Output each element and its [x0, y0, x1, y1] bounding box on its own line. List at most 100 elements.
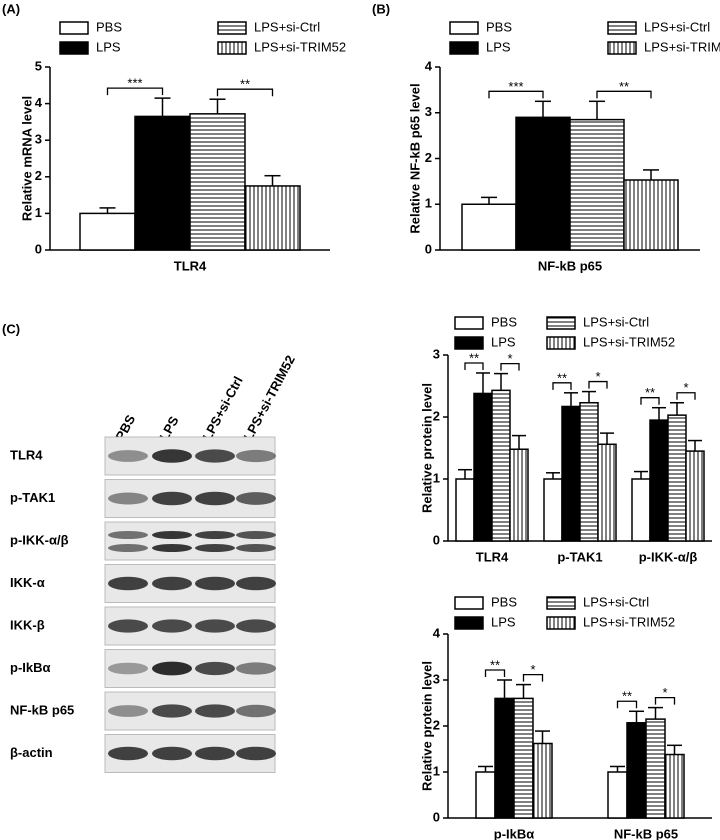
y-tick-label: 0 — [433, 532, 440, 547]
significance-bracket — [522, 673, 544, 682]
blot-band — [195, 576, 235, 591]
bar — [79, 212, 136, 251]
error-bar — [535, 730, 550, 744]
blot-band — [152, 661, 192, 676]
legend-swatch — [546, 316, 576, 330]
blot-panel — [104, 521, 276, 561]
bar — [473, 392, 493, 542]
legend-label: LPS — [491, 334, 516, 349]
blot-band — [236, 704, 276, 718]
significance-label: ** — [469, 350, 479, 365]
blot-band — [195, 544, 235, 552]
error-bar — [643, 169, 659, 181]
y-axis-label: Relative protein level — [419, 383, 434, 513]
blot-band — [236, 619, 276, 633]
error-bar — [497, 679, 512, 699]
panel-label: (A) — [2, 1, 20, 16]
blot-row-label: p-IkBα — [10, 660, 51, 675]
bar — [645, 718, 666, 819]
blot-row-label: IKK-α — [10, 575, 45, 590]
blot-band — [195, 704, 235, 718]
bar — [509, 448, 529, 542]
x-tick-label: TLR4 — [174, 258, 207, 273]
bar — [475, 771, 496, 819]
lane-label: LPS+si-TRIM52 — [240, 353, 298, 443]
legend-label: PBS — [491, 314, 517, 329]
error-bar — [516, 683, 531, 699]
legend-swatch — [454, 316, 484, 330]
error-bar — [476, 372, 490, 394]
x-tick-label: p-IkBα — [494, 826, 535, 840]
legend-label: LPS — [486, 39, 511, 54]
legend-label: LPS+si-TRIM52 — [583, 334, 675, 349]
error-bar — [99, 207, 116, 214]
legend-label: LPS — [96, 39, 121, 54]
legend-swatch — [59, 41, 89, 55]
legend-swatch — [546, 616, 576, 630]
y-tick-label: 4 — [433, 625, 441, 640]
blot-band — [152, 746, 192, 761]
blot-band — [236, 746, 276, 761]
bar — [685, 450, 705, 542]
blot-band — [108, 544, 148, 552]
error-bar — [629, 710, 644, 723]
significance-label: * — [683, 380, 688, 395]
bar — [667, 414, 687, 542]
bar — [597, 443, 617, 542]
significance-label: ** — [645, 385, 655, 400]
legend-label: LPS — [491, 614, 516, 629]
y-tick-label: 5 — [35, 58, 42, 73]
error-bar — [458, 468, 472, 479]
significance-label: * — [662, 685, 667, 700]
significance-label: *** — [508, 79, 523, 94]
blot-row-label: β-actin — [10, 745, 53, 760]
error-bar — [481, 196, 497, 205]
legend-swatch — [546, 596, 576, 610]
significance-bracket — [500, 362, 520, 371]
y-tick-label: 3 — [433, 671, 440, 686]
error-bar — [478, 765, 493, 772]
blot-band — [152, 619, 192, 633]
y-tick-label: 0 — [425, 241, 432, 256]
y-tick-label: 2 — [433, 717, 440, 732]
bar — [543, 478, 563, 542]
bar — [455, 478, 475, 542]
bar — [561, 405, 581, 542]
significance-bracket — [488, 90, 544, 99]
blot-band — [108, 531, 148, 539]
error-bar — [648, 706, 663, 720]
error-bar — [494, 372, 508, 391]
legend-swatch — [454, 596, 484, 610]
legend-label: LPS+si-TRIM52 — [583, 614, 675, 629]
y-tick-label: 0 — [35, 241, 42, 256]
blot-band — [108, 746, 148, 761]
bar — [569, 118, 625, 251]
significance-label: ** — [240, 77, 250, 92]
error-bar — [582, 390, 596, 403]
x-tick-label: p-IKK-α/β — [639, 549, 698, 564]
blot-band — [152, 449, 192, 463]
x-tick-label: p-TAK1 — [557, 549, 602, 564]
blot-row-label: p-TAK1 — [10, 490, 55, 505]
blot-band — [236, 576, 276, 591]
bar — [664, 753, 685, 819]
legend-swatch — [454, 336, 484, 350]
legend-swatch — [449, 21, 479, 35]
error-bar — [154, 97, 171, 117]
blot-band — [108, 705, 148, 717]
significance-label: ** — [619, 79, 629, 94]
bar — [461, 203, 517, 251]
significance-bracket — [216, 88, 274, 97]
blot-band — [236, 531, 276, 539]
bar — [532, 742, 553, 819]
y-tick-label: 1 — [433, 763, 440, 778]
y-tick-label: 2 — [433, 408, 440, 423]
blot-band — [152, 491, 192, 506]
y-tick-label: 1 — [433, 470, 440, 485]
error-bar — [512, 434, 526, 450]
bar — [189, 113, 246, 251]
y-axis-label: Relative mRNA level — [19, 96, 34, 221]
blot-band — [152, 704, 192, 718]
legend-label: PBS — [491, 594, 517, 609]
legend-swatch — [607, 41, 637, 55]
